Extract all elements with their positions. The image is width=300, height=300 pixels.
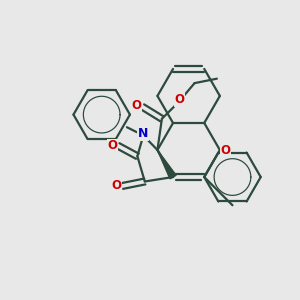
Text: O: O	[112, 179, 122, 192]
Text: O: O	[220, 143, 230, 157]
Polygon shape	[158, 150, 176, 179]
Text: O: O	[175, 93, 185, 106]
Text: O: O	[132, 99, 142, 112]
Text: N: N	[138, 128, 148, 140]
Text: O: O	[107, 139, 117, 152]
